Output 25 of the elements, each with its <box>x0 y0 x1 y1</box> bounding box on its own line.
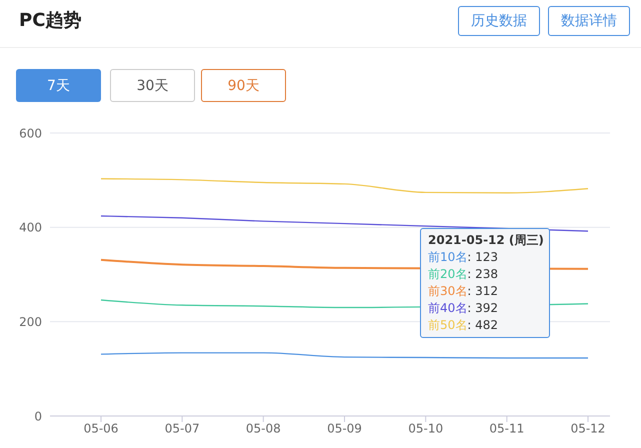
y-tick-label: 0 <box>34 409 42 424</box>
y-tick-label: 200 <box>19 314 42 329</box>
x-tick-label: 05-11 <box>489 422 524 436</box>
x-tick-label: 05-08 <box>246 422 281 436</box>
annotation: 2021-05-12 (周三) <box>428 232 544 249</box>
text: 30天 <box>110 69 195 102</box>
text: 7天 <box>16 69 101 102</box>
chart-title: PC趋势 <box>19 9 82 32</box>
line-series <box>100 215 589 232</box>
text: 历史数据 <box>458 6 540 36</box>
text: 前10名 <box>428 250 468 264</box>
x-tick-label: 05-09 <box>327 422 362 436</box>
text: 90天 <box>201 69 286 102</box>
text: 数据详情 <box>548 6 630 36</box>
x-tick-label: 05-10 <box>408 422 444 436</box>
x-tick-label: 05-06 <box>84 422 118 436</box>
text: 前20名 <box>428 267 468 281</box>
line-series <box>100 178 589 194</box>
text: 前40名 <box>428 301 468 315</box>
y-tick-label: 600 <box>19 126 42 140</box>
x-tick-label: 05-12 <box>570 422 606 436</box>
text: 前50名 <box>428 318 468 332</box>
series-label: 前30名 <box>428 284 468 298</box>
y-tick-label: 400 <box>19 220 42 235</box>
x-tick-label: 05-07 <box>164 422 200 436</box>
